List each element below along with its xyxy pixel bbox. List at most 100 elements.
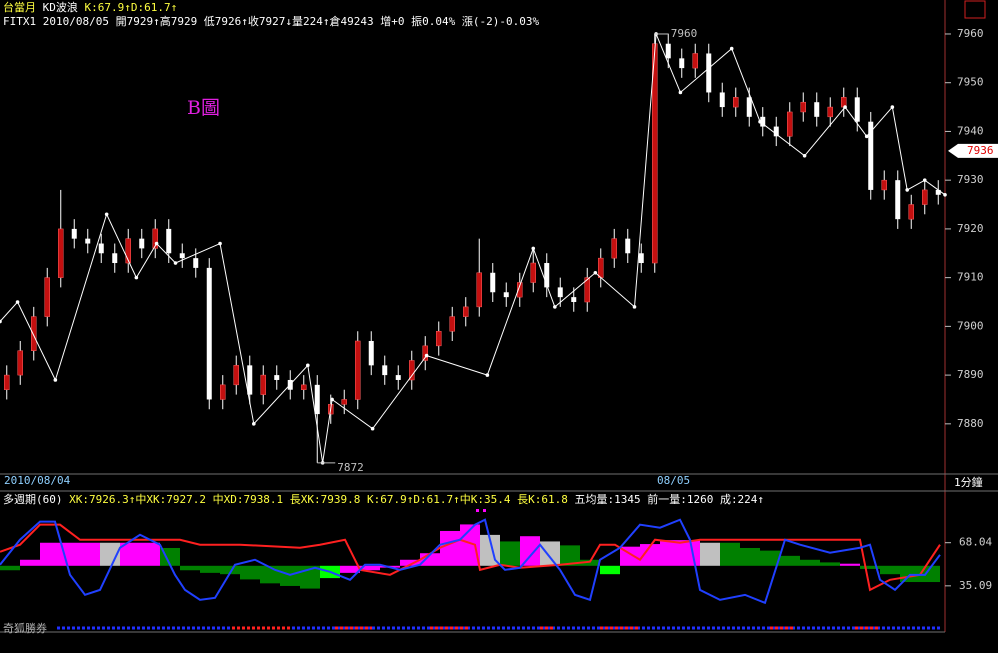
candle-body bbox=[355, 340, 361, 400]
last-price-box bbox=[948, 143, 998, 158]
candle-body bbox=[935, 189, 941, 195]
histogram-bar bbox=[800, 559, 820, 566]
zigzag-point bbox=[905, 188, 909, 192]
y-tick-label: 68.04 bbox=[959, 536, 992, 549]
indicator-header: 多週期(60) XK:7926.3↑中XK:7927.2 中XD:7938.1 … bbox=[3, 492, 764, 506]
candle-body bbox=[112, 253, 118, 264]
candle-body bbox=[179, 253, 185, 259]
zigzag-point bbox=[330, 397, 334, 402]
candle-body bbox=[773, 126, 779, 137]
candle-body bbox=[611, 238, 617, 259]
y-tick-label: 7900 bbox=[957, 319, 984, 332]
low-label: 7872 bbox=[337, 461, 364, 474]
histogram-bar bbox=[140, 542, 160, 566]
zigzag-point bbox=[485, 373, 490, 377]
histogram-bar bbox=[520, 536, 540, 566]
histogram-bar bbox=[580, 559, 600, 566]
zigzag-point bbox=[15, 300, 20, 304]
histogram-bar bbox=[660, 540, 680, 566]
candle-body bbox=[503, 292, 509, 298]
candle-body bbox=[881, 179, 887, 191]
candle-body bbox=[584, 277, 590, 303]
y-tick-label: 7930 bbox=[957, 173, 984, 186]
header-indicator: KD波浪 bbox=[43, 0, 78, 14]
zigzag-point bbox=[922, 178, 927, 182]
candle-body bbox=[463, 306, 469, 317]
candle-body bbox=[206, 267, 212, 400]
candle-body bbox=[166, 228, 172, 254]
candle-body bbox=[314, 384, 320, 415]
zigzag-point bbox=[758, 119, 762, 124]
candle-body bbox=[922, 189, 928, 205]
header-symbol: 台當月 bbox=[3, 0, 36, 14]
histogram-bar bbox=[820, 562, 840, 566]
candle-body bbox=[638, 253, 644, 264]
histogram-bar bbox=[220, 565, 240, 575]
zigzag-point bbox=[632, 305, 637, 309]
indicator-line bbox=[0, 518, 941, 605]
candle-body bbox=[260, 374, 266, 395]
zigzag-line bbox=[0, 33, 946, 463]
zigzag-point bbox=[729, 46, 734, 51]
histogram-bar bbox=[840, 563, 860, 566]
candle-body bbox=[719, 92, 725, 108]
annotation: B圖 bbox=[187, 97, 220, 119]
volume-info: 五均量:1345 前一量:1260 成:224↑ bbox=[574, 492, 764, 506]
histogram-bar bbox=[0, 565, 20, 571]
indicator-values: XK:7926.3↑中XK:7927.2 中XD:7938.1 長XK:7939… bbox=[69, 493, 568, 506]
zigzag-point bbox=[53, 378, 58, 382]
candle-body bbox=[422, 345, 428, 361]
window-button[interactable] bbox=[964, 0, 986, 19]
candle-body bbox=[692, 53, 698, 69]
header-line2: FITX1 2010/08/05 開7929↑高7929 低7926↑收7927… bbox=[3, 14, 539, 28]
histogram-bar bbox=[340, 565, 360, 573]
interval: 1分鐘 bbox=[954, 475, 983, 489]
candle-body bbox=[652, 43, 658, 264]
histogram-bar bbox=[360, 565, 380, 571]
candle-body bbox=[908, 204, 914, 220]
candle-body bbox=[787, 111, 793, 137]
histogram-bar bbox=[500, 541, 520, 566]
candle-body bbox=[746, 97, 752, 117]
candle-body bbox=[868, 121, 874, 190]
histogram-bar bbox=[400, 559, 420, 566]
candle-body bbox=[625, 238, 631, 254]
y-tick-label: 7940 bbox=[957, 124, 984, 137]
start-date: 2010/08/04 bbox=[4, 474, 71, 487]
last-price-label: 7936 bbox=[967, 144, 994, 157]
zigzag-point bbox=[864, 134, 869, 139]
y-tick-label: 35.09 bbox=[959, 579, 992, 592]
candle-body bbox=[368, 340, 374, 366]
zigzag-point bbox=[424, 353, 429, 358]
candle-body bbox=[706, 53, 712, 93]
zigzag-point bbox=[306, 363, 310, 368]
histogram-bar bbox=[240, 565, 260, 580]
candle-body bbox=[301, 384, 307, 390]
candle-body bbox=[530, 262, 536, 283]
zigzag-point bbox=[252, 422, 256, 426]
candle-body bbox=[139, 238, 145, 249]
histogram-bar bbox=[920, 565, 940, 583]
high-label: 7960 bbox=[671, 27, 698, 40]
zigzag-point bbox=[134, 275, 139, 280]
candle-body bbox=[895, 180, 901, 220]
header-kd: K:67.9↑D:61.7↑ bbox=[85, 1, 178, 14]
candle-body bbox=[854, 97, 860, 122]
y-tick-label: 7950 bbox=[957, 76, 984, 89]
histogram-bar bbox=[540, 541, 560, 566]
y-tick-label: 7910 bbox=[957, 271, 984, 284]
y-tick-label: 7960 bbox=[957, 27, 984, 40]
candle-body bbox=[409, 360, 415, 381]
histogram-bar bbox=[780, 555, 800, 566]
y-tick-label: 7890 bbox=[957, 368, 984, 381]
candle-body bbox=[98, 243, 104, 254]
candle-body bbox=[125, 238, 131, 264]
histogram-bar bbox=[740, 547, 760, 566]
candle-body bbox=[436, 330, 442, 347]
histogram-bar bbox=[180, 565, 200, 571]
candle-body bbox=[733, 97, 739, 108]
zigzag-point bbox=[0, 319, 2, 324]
candle-body bbox=[44, 277, 50, 317]
